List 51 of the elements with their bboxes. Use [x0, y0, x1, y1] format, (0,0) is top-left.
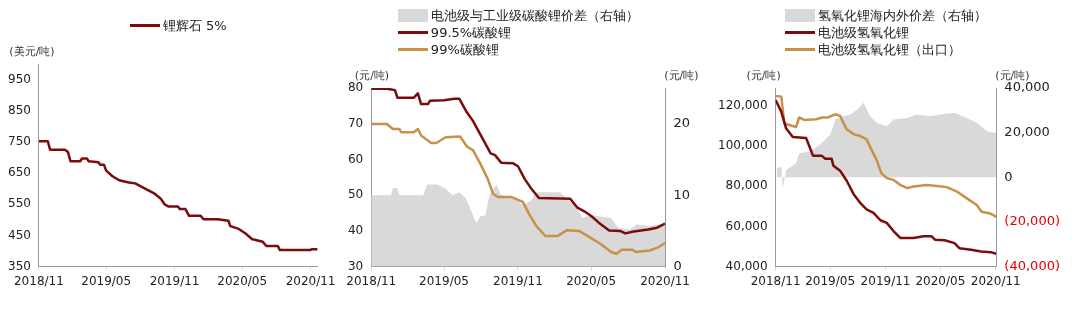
legend-label: 氢氧化锂海内外价差（右轴） [817, 7, 987, 24]
x-tick-label: 2020/11 [970, 273, 1021, 288]
y-tick-label: 100,000 [718, 138, 768, 153]
x-tick-label: 2019/11 [860, 273, 911, 288]
x-tick-label: 2018/11 [346, 273, 397, 288]
x-tick-label: 2019/11 [149, 273, 200, 288]
y-tick-label: 750 [8, 134, 31, 149]
legend-label: 电池级与工业级碳酸锂价差（右轴） [430, 7, 639, 24]
y-tick-label: 120,000 [718, 98, 768, 113]
y-tick-label: 450 [8, 227, 31, 242]
y-tick-label: 550 [8, 196, 31, 211]
x-tick-label: 2020/05 [217, 273, 268, 288]
y-tick-label: 80,000 [725, 178, 768, 193]
x-tick-label: 2018/11 [13, 273, 64, 288]
legend-label: 99.5%碳酸锂 [430, 24, 512, 41]
x-tick-label: 2019/05 [805, 273, 856, 288]
y2-tick-label: 10 [673, 186, 690, 202]
legend-label: 99%碳酸锂 [430, 41, 499, 58]
x-tick-label: 2020/11 [640, 273, 690, 288]
y-tick-label: 40 [347, 223, 364, 238]
y-tick-label: 70 [347, 115, 364, 130]
y2-tick-label: 20,000 [1004, 124, 1050, 140]
legend-label: 电池级氢氧化锂（出口） [817, 41, 961, 58]
y-tick-label: 60,000 [725, 218, 768, 233]
y2-tick-label: (40,000) [1004, 257, 1061, 273]
y2-tick-label: 0 [1004, 168, 1013, 184]
x-tick-label: 2020/05 [566, 273, 617, 288]
x-tick-label: 2019/11 [493, 273, 543, 288]
y-tick-label: 650 [8, 165, 31, 180]
y2-tick-label: (20,000) [1004, 213, 1061, 229]
y-axis-title: (美元/吨) [9, 45, 55, 59]
legend-label: 电池级氢氧化锂 [817, 24, 909, 41]
x-tick-label: 2018/11 [750, 273, 801, 288]
x-tick-label: 2020/05 [915, 273, 966, 288]
y2-tick-label: 20 [673, 115, 690, 131]
y-tick-label: 350 [8, 258, 31, 273]
y-tick-label: 80 [347, 80, 364, 95]
y-axis-title: (元/吨) [354, 69, 390, 83]
y-tick-label: 50 [347, 187, 364, 202]
y-tick-label: 40,000 [725, 258, 768, 273]
y-tick-label: 850 [8, 102, 31, 117]
y-tick-label: 60 [347, 151, 364, 166]
x-tick-label: 2020/11 [285, 273, 336, 288]
y-axis-title: (元/吨) [746, 69, 781, 83]
legend-label: 锂辉石 5% [162, 17, 227, 34]
y2-tick-label: 0 [673, 257, 682, 273]
y2-axis-title: (元/吨) [664, 69, 699, 83]
x-tick-label: 2019/05 [419, 273, 469, 288]
x-tick-label: 2019/05 [81, 273, 132, 288]
y-tick-label: 30 [347, 258, 364, 273]
y-tick-label: 950 [8, 71, 31, 86]
